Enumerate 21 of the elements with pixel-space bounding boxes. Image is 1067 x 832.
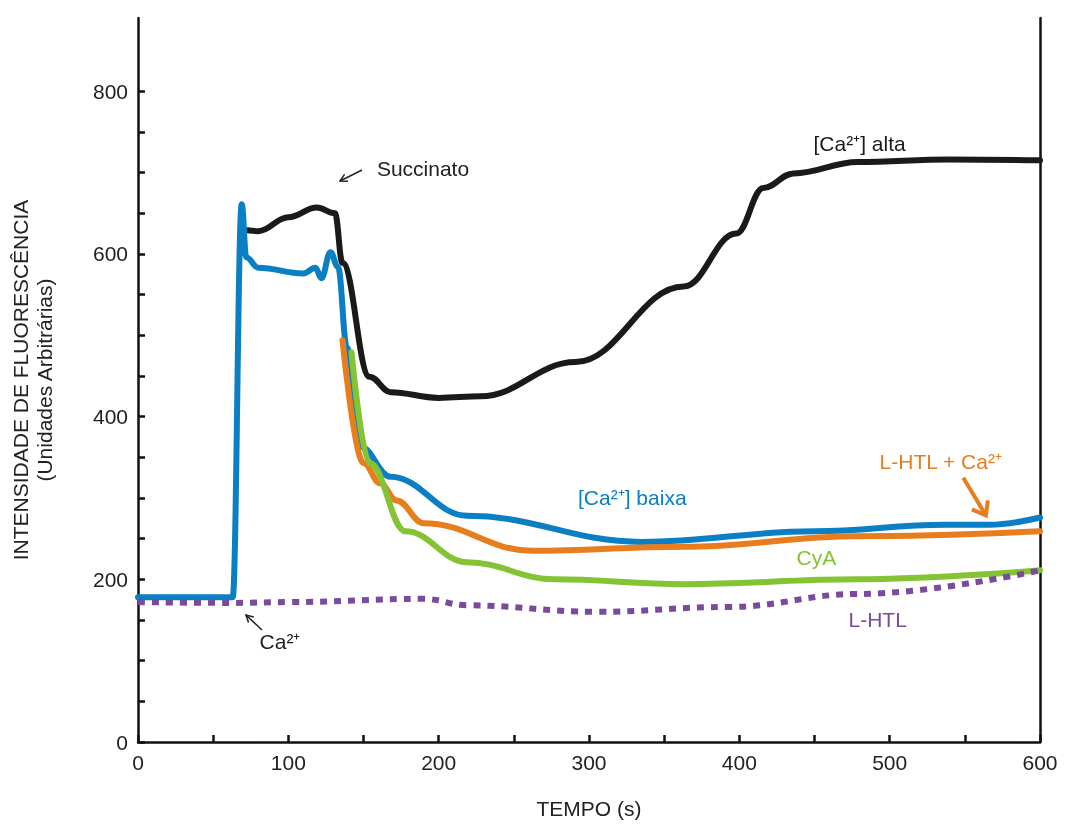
x-tick-label: 200 [421, 751, 457, 774]
x-tick-label: 400 [721, 751, 757, 774]
y-axis-title: INTENSIDADE DE FLUORESCÊNCIA (Unidades Arbitrárias) [8, 199, 56, 561]
x-tick-label: 100 [270, 751, 306, 774]
series-label: CyA [796, 545, 837, 569]
y-tick-label: 600 [92, 242, 128, 266]
series-label: [Ca²⁺] baixa [578, 485, 687, 509]
x-tick-label: 0 [132, 751, 144, 774]
annotation: Succinato [376, 156, 470, 180]
x-tick-label: 300 [571, 751, 607, 774]
y-tick-label: 400 [92, 405, 128, 429]
text: L-HTL + Ca²⁺ [879, 450, 1002, 474]
y-tick-label: 0 [116, 730, 128, 754]
y-tick-label: 800 [92, 79, 128, 103]
x-tick-label: 600 [1022, 751, 1058, 774]
x-axis-title: TEMPO (s) [536, 797, 642, 820]
annotation: Ca²⁺ [259, 629, 301, 653]
series-label: [Ca²⁺] alta [813, 131, 907, 155]
series-label: L-HTL [848, 608, 907, 632]
y-tick-label: 200 [92, 567, 128, 591]
x-tick-label: 500 [872, 751, 908, 774]
